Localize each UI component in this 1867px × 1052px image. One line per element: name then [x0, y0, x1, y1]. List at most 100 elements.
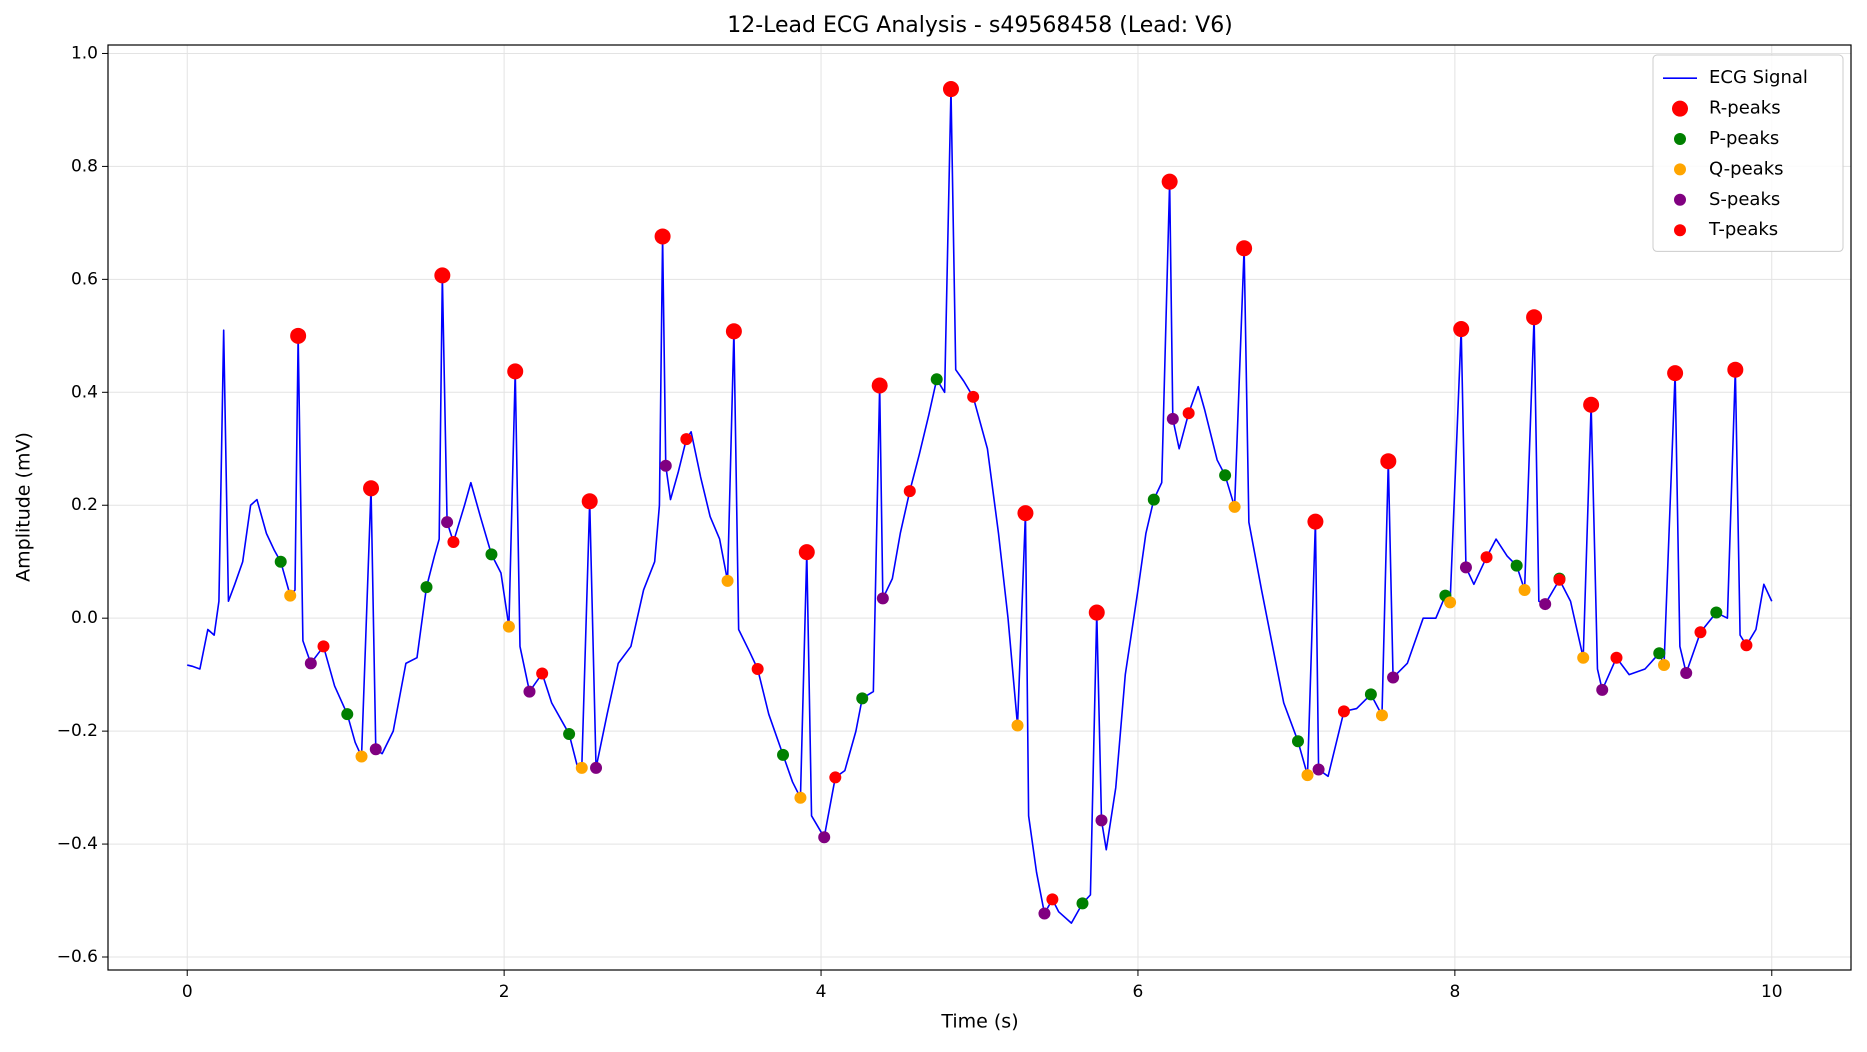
peak-marker: [829, 771, 842, 784]
peak-marker: [1228, 500, 1241, 513]
legend-marker: [1674, 163, 1686, 176]
y-tick-label: −0.6: [57, 947, 98, 967]
x-tick-label: 8: [1449, 982, 1460, 1002]
peak-marker: [1038, 907, 1051, 920]
peak-marker: [1307, 513, 1324, 530]
peak-marker: [536, 667, 549, 680]
peak-marker: [507, 363, 524, 380]
peak-marker: [1539, 598, 1552, 611]
x-tick-label: 2: [499, 982, 510, 1002]
peak-marker: [1380, 453, 1397, 470]
peak-marker: [523, 685, 536, 698]
peak-marker: [341, 708, 354, 721]
peak-marker: [1510, 559, 1523, 572]
peak-marker: [1710, 606, 1723, 619]
peak-marker: [1680, 666, 1693, 679]
ecg-line: [187, 88, 1773, 924]
legend-label: T-peaks: [1708, 219, 1778, 240]
peak-marker: [967, 390, 980, 403]
y-tick-label: 0.4: [71, 382, 98, 402]
peak-marker: [581, 493, 598, 510]
peak-marker: [1166, 412, 1179, 425]
peak-marker: [1337, 705, 1350, 718]
legend-label: S-peaks: [1709, 189, 1780, 210]
peak-marker: [903, 485, 916, 498]
peak-marker: [1017, 505, 1034, 522]
peak-marker: [1577, 651, 1590, 664]
legend-label: R-peaks: [1709, 98, 1781, 119]
peak-marker: [575, 761, 588, 774]
peak-marker: [798, 544, 815, 561]
peak-marker: [1375, 709, 1388, 722]
peak-marker: [1658, 659, 1671, 672]
legend-marker: [1674, 193, 1686, 206]
peak-marker: [725, 323, 742, 340]
peak-marker: [1046, 893, 1059, 906]
legend-label: P-peaks: [1709, 128, 1779, 149]
legend-marker: [1672, 100, 1688, 117]
peak-marker: [777, 748, 790, 761]
peak-marker: [290, 327, 307, 344]
legend-label: Q-peaks: [1709, 158, 1784, 179]
legend-box: [1652, 54, 1844, 252]
y-tick-label: −0.2: [57, 721, 98, 741]
peak-marker: [1076, 897, 1089, 910]
peak-marker: [871, 377, 888, 394]
y-tick-label: 0.8: [71, 156, 98, 176]
peak-marker: [1147, 493, 1160, 506]
y-tick-label: 0.0: [71, 608, 98, 628]
peak-marker: [1596, 683, 1609, 696]
peak-marker: [1610, 651, 1623, 664]
peak-marker: [1459, 561, 1472, 574]
peak-marker: [485, 548, 498, 561]
peak-marker: [1301, 769, 1314, 782]
peak-marker: [1453, 321, 1470, 338]
peak-marker: [794, 791, 807, 804]
y-tick-label: 1.0: [71, 43, 98, 63]
peak-marker: [751, 663, 764, 676]
peak-marker: [1182, 407, 1195, 420]
peak-marker: [447, 535, 460, 548]
peak-marker: [1526, 309, 1543, 326]
y-tick-label: −0.4: [57, 834, 98, 854]
x-axis-label: Time (s): [940, 1011, 1018, 1033]
peak-marker: [1444, 596, 1457, 609]
peak-marker: [680, 433, 693, 446]
peak-marker: [441, 516, 454, 529]
legend-label: ECG Signal: [1709, 67, 1808, 88]
peak-marker: [1583, 396, 1600, 413]
peak-marker: [502, 620, 515, 633]
peak-marker: [876, 592, 889, 605]
peak-marker: [363, 480, 380, 497]
x-tick-label: 10: [1761, 982, 1783, 1002]
x-tick-label: 0: [182, 982, 193, 1002]
peak-marker: [369, 743, 382, 756]
peak-marker: [1653, 647, 1666, 660]
peak-marker: [654, 228, 671, 245]
plot-frame: [107, 44, 1852, 971]
peak-marker: [1740, 639, 1753, 652]
peak-marker: [1011, 719, 1024, 732]
peak-marker: [1312, 763, 1325, 776]
y-axis-label: Amplitude (mV): [13, 432, 35, 582]
peak-marker: [1518, 583, 1531, 596]
chart-title: 12-Lead ECG Analysis - s49568458 (Lead: …: [727, 13, 1233, 38]
y-tick-label: 0.2: [71, 495, 98, 515]
peak-marker: [274, 555, 287, 568]
peak-marker: [1667, 365, 1684, 382]
peak-marker: [1553, 573, 1566, 586]
peak-marker: [1095, 814, 1108, 827]
peak-marker: [659, 459, 672, 472]
peak-marker: [721, 574, 734, 587]
peak-marker: [818, 831, 831, 844]
legend-marker: [1674, 224, 1686, 237]
peak-marker: [1727, 361, 1744, 378]
peak-marker: [1236, 240, 1253, 257]
peak-marker: [930, 373, 943, 386]
peak-marker: [420, 581, 433, 594]
grid: [108, 45, 1851, 970]
x-tick-label: 6: [1133, 982, 1144, 1002]
peak-marker: [1387, 671, 1400, 684]
peak-marker: [355, 750, 368, 763]
